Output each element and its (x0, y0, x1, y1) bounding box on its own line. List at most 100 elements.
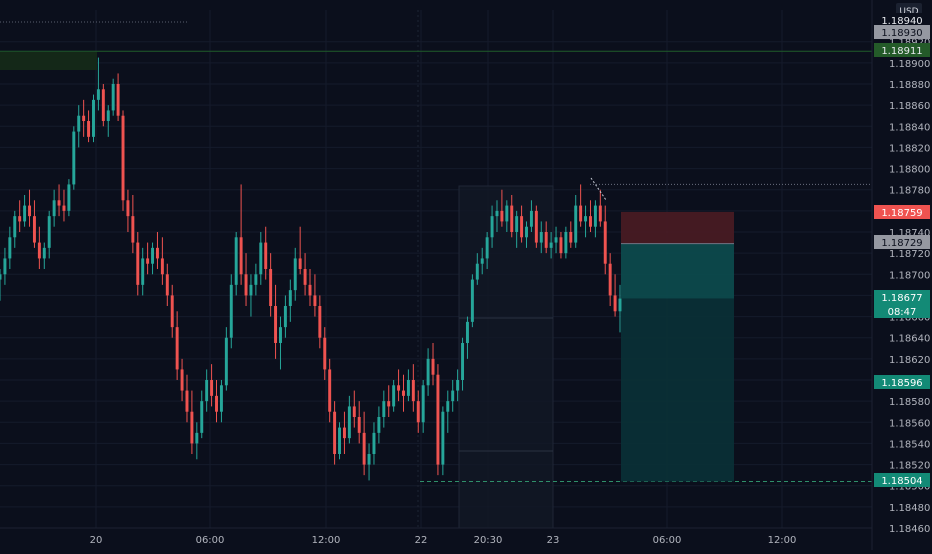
price-label: 1.18729 (881, 238, 922, 249)
price-tick-label: 1.18900 (889, 59, 930, 70)
candle-down (534, 210, 538, 243)
candle-down (239, 237, 243, 275)
price-tick-label: 1.18720 (889, 249, 930, 260)
price-label: 08:47 (888, 307, 917, 318)
candle-down (57, 200, 61, 206)
price-tick-label: 1.18520 (889, 461, 930, 472)
candle-down (180, 369, 184, 391)
candle-up (485, 237, 489, 259)
candle-up (96, 89, 100, 100)
price-tick-label: 1.18780 (889, 186, 930, 197)
candle-up (52, 200, 56, 217)
price-label: 1.18940 (881, 16, 922, 27)
candle-up (549, 242, 553, 248)
trend-line[interactable] (590, 177, 607, 201)
candle-up (470, 279, 474, 322)
candle-down (559, 237, 563, 254)
candle-up (584, 216, 588, 222)
price-label-bg (874, 304, 930, 318)
candle-up (456, 380, 460, 391)
candle-down (308, 284, 312, 296)
candle-up (618, 298, 622, 312)
candle-up (279, 327, 282, 343)
candle-up (426, 358, 430, 386)
candle-down (598, 205, 602, 222)
candle-up (3, 258, 7, 275)
candle-down (416, 401, 420, 423)
candle-down (318, 306, 322, 338)
candle-down (190, 411, 194, 444)
time-tick-label: 06:00 (196, 535, 225, 546)
candle-up (338, 427, 341, 454)
date-range-box[interactable] (458, 185, 554, 529)
candle-up (151, 247, 155, 264)
price-label-bg (874, 43, 930, 57)
candle-up (23, 205, 27, 222)
position-target-zone[interactable] (621, 298, 734, 482)
candle-down (18, 216, 22, 222)
price-label-bg (874, 473, 930, 487)
time-tick-label: 20:30 (474, 535, 503, 546)
candle-up (421, 385, 425, 423)
candle-up (293, 258, 297, 291)
price-label: 1.18759 (881, 208, 922, 219)
candle-up (564, 232, 568, 254)
candle-up (574, 205, 578, 243)
price-label-bg (874, 205, 930, 219)
candle-up (77, 115, 81, 132)
candle-down (185, 390, 189, 412)
candle-up (141, 258, 145, 285)
candle-down (82, 115, 86, 121)
candle-up (347, 406, 351, 439)
position-target-zone-filled[interactable] (621, 243, 734, 299)
candle-down (244, 274, 248, 296)
candle-down (323, 337, 327, 370)
candle-up (13, 216, 17, 238)
currency-label[interactable]: USD (899, 7, 918, 17)
candle-up (367, 454, 371, 465)
candle-up (234, 237, 238, 285)
candle-up (229, 284, 233, 338)
candle-up (259, 242, 263, 275)
price-label-bg (874, 25, 930, 39)
candle-down (155, 247, 159, 259)
price-tick-label: 1.18700 (889, 270, 930, 281)
candle-down (569, 232, 573, 243)
time-tick-label: 12:00 (312, 535, 341, 546)
candle-up (441, 411, 445, 465)
candle-down (362, 432, 366, 465)
candle-down (264, 242, 268, 269)
candle-up (219, 385, 223, 412)
candle-up (480, 258, 484, 264)
price-tick-label: 1.18640 (889, 334, 930, 345)
price-tick-label: 1.18560 (889, 418, 930, 429)
position-stop-zone[interactable] (621, 211, 734, 244)
candle-down (613, 295, 617, 312)
candle-down (175, 327, 179, 370)
price-label-bg (874, 13, 930, 27)
candle-up (47, 216, 51, 248)
candle-up (525, 226, 528, 238)
price-tick-label: 1.18660 (889, 313, 930, 324)
candle-up (593, 205, 597, 227)
candle-up (283, 306, 287, 328)
price-label: 1.18911 (881, 46, 922, 57)
candle-down (544, 232, 548, 248)
candle-up (392, 385, 396, 407)
supply-zone[interactable] (0, 52, 97, 70)
candle-up (451, 390, 455, 402)
candle-down (126, 200, 130, 217)
candle-down (215, 395, 218, 412)
candle-down (342, 427, 346, 439)
candle-up (111, 84, 115, 111)
candle-down (121, 115, 125, 201)
candle-down (357, 417, 361, 433)
candle-down (116, 84, 120, 116)
candle-up (195, 432, 199, 444)
price-tick-label: 1.18620 (889, 355, 930, 366)
price-label-bg (874, 375, 930, 389)
candle-down (608, 263, 612, 296)
time-tick-label: 12:00 (768, 535, 797, 546)
